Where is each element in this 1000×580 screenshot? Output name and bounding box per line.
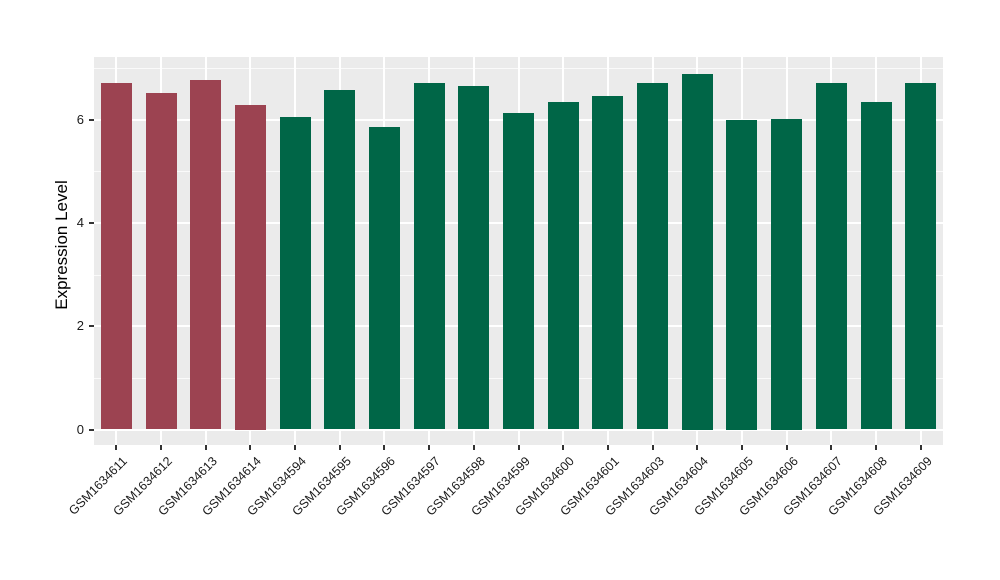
bar-GSM1634613 (190, 79, 222, 430)
bar-GSM1634605 (726, 119, 758, 430)
y-tick-mark (89, 118, 94, 121)
bar-GSM1634611 (100, 82, 132, 430)
y-tick-label: 6 (76, 111, 84, 127)
y-tick-label: 4 (76, 214, 84, 230)
bar-GSM1634607 (815, 82, 847, 430)
y-tick-mark (89, 221, 94, 224)
bar-GSM1634600 (547, 101, 579, 430)
bar-GSM1634597 (413, 82, 445, 430)
x-tick-mark (428, 445, 431, 450)
bar-GSM1634595 (324, 90, 356, 430)
x-tick-mark (830, 445, 833, 450)
bar-GSM1634614 (234, 104, 266, 430)
x-tick-mark (204, 445, 207, 450)
x-tick-mark (160, 445, 162, 450)
x-tick-mark (785, 445, 788, 450)
y-tick-mark (89, 325, 94, 328)
bar-GSM1634609 (905, 82, 937, 430)
y-tick-label: 2 (76, 318, 84, 334)
x-tick-mark (740, 445, 743, 450)
bar-GSM1634594 (279, 116, 311, 430)
x-tick-mark (696, 445, 699, 450)
x-tick-mark (249, 445, 252, 450)
bar-GSM1634601 (592, 95, 624, 430)
bar-GSM1634603 (637, 82, 669, 430)
x-tick-mark (651, 445, 654, 450)
bar-GSM1634599 (503, 113, 534, 430)
x-tick-mark (562, 445, 565, 450)
y-axis-title: Expression Level (52, 180, 71, 310)
x-tick-mark (338, 445, 341, 450)
bar-GSM1634608 (860, 101, 892, 430)
x-tick-mark (294, 445, 297, 450)
bar-GSM1634596 (368, 126, 400, 430)
bar-GSM1634604 (681, 74, 713, 430)
y-tick-mark (89, 428, 94, 431)
x-tick-mark (919, 445, 922, 450)
y-tick-label: 0 (76, 421, 84, 437)
x-tick-mark (383, 445, 386, 450)
x-tick-mark (606, 445, 609, 450)
bar-GSM1634606 (771, 118, 803, 430)
bar-GSM1634598 (458, 85, 490, 430)
x-tick-mark (472, 445, 475, 450)
bar-GSM1634612 (145, 92, 177, 430)
x-tick-mark (517, 445, 520, 450)
x-tick-mark (115, 445, 118, 450)
x-tick-mark (875, 445, 877, 450)
